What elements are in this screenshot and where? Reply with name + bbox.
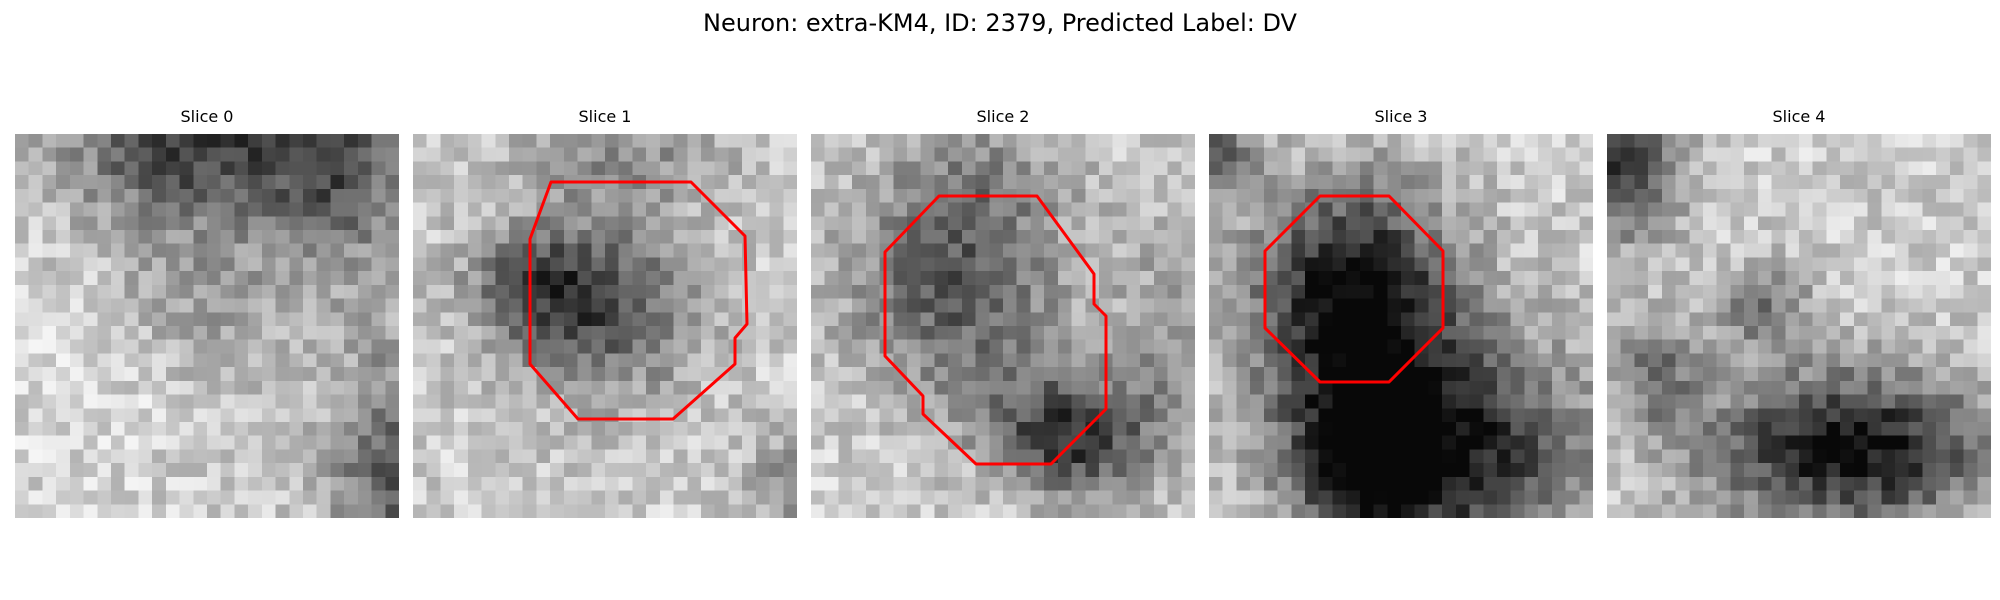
- slice-panel-3: Slice 3: [1209, 108, 1593, 520]
- slice-title: Slice 4: [1772, 107, 1826, 126]
- slice-title: Slice 2: [976, 107, 1030, 126]
- grayscale-slice-image: [413, 134, 797, 518]
- slice-panel-0: Slice 0: [15, 108, 399, 520]
- neuron-roi-contour: [1263, 194, 1445, 384]
- slice-panel-4: Slice 4: [1607, 108, 1991, 520]
- neuron-roi-contour: [528, 180, 749, 421]
- neuron-roi-contour: [883, 194, 1108, 466]
- slice-title: Slice 3: [1374, 107, 1428, 126]
- grayscale-slice-image: [15, 134, 399, 518]
- grayscale-slice-image: [1209, 134, 1593, 518]
- figure-title: Neuron: extra-KM4, ID: 2379, Predicted L…: [703, 9, 1297, 37]
- grayscale-slice-image: [1607, 134, 1991, 518]
- slice-panel-1: Slice 1: [413, 108, 797, 520]
- slice-panel-2: Slice 2: [811, 108, 1195, 520]
- slice-title: Slice 0: [180, 107, 234, 126]
- slice-title: Slice 1: [578, 107, 632, 126]
- grayscale-slice-image: [811, 134, 1195, 518]
